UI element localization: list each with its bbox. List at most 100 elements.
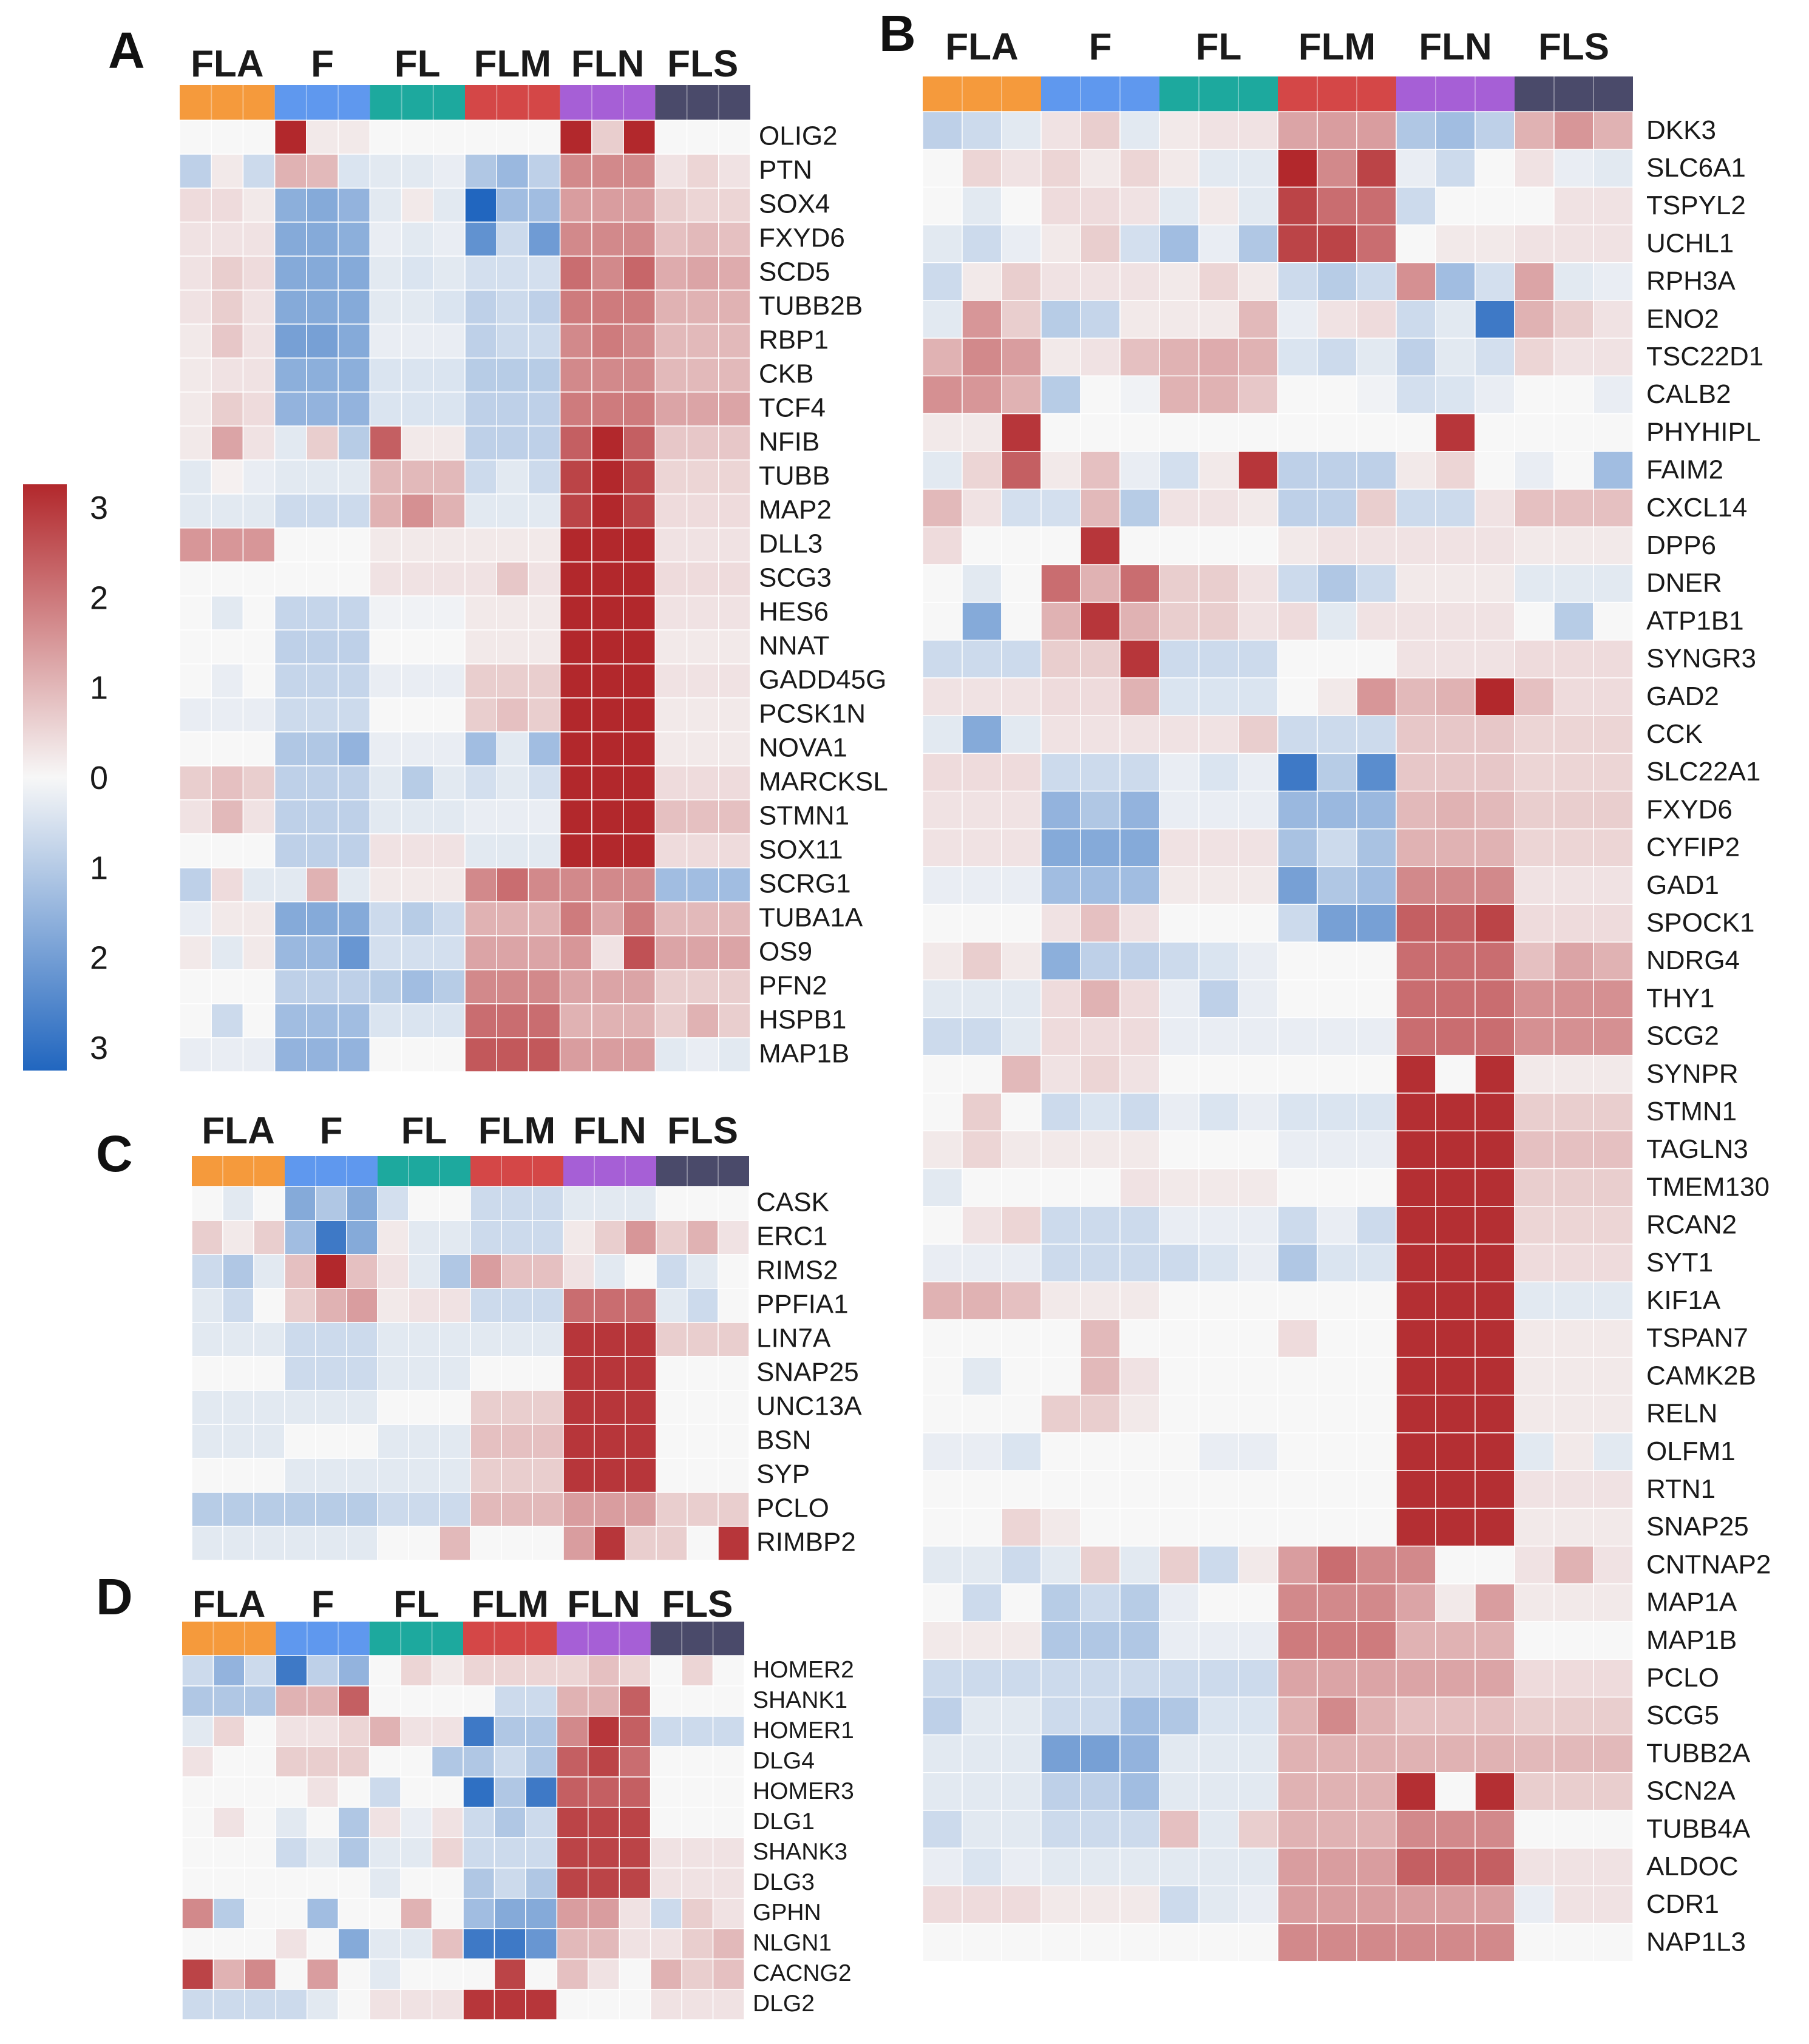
heatmap-cell-B-TSPAN7-14	[1435, 1319, 1476, 1358]
heatmap-cell-A-SOX4-3	[242, 188, 276, 223]
heatmap-cell-B-GAD1-18	[1593, 866, 1634, 905]
heatmap-cell-B-RTN1-16	[1514, 1470, 1555, 1509]
heatmap-cell-D-NLGN1-1	[182, 1928, 214, 1960]
heatmap-cell-B-CCK-15	[1475, 715, 1515, 754]
heatmap-cell-A-TUBB2B-9	[433, 289, 466, 325]
heatmap-cell-D-HOMER3-14	[588, 1776, 620, 1808]
heatmap-cell-B-MAP1A-14	[1435, 1583, 1476, 1622]
heatmap-cell-B-SCG5-18	[1593, 1696, 1634, 1736]
heatmap-cell-A-TUBB-7	[369, 459, 402, 495]
heatmap-cell-D-HOMER3-4	[275, 1776, 308, 1808]
heatmap-cell-B-TMEM130-15	[1475, 1168, 1515, 1207]
heatmap-cell-D-CACNG2-12	[525, 1958, 558, 1990]
heatmap-cell-D-SHANK1-8	[400, 1685, 433, 1717]
group-label-A-FLS: FLS	[667, 43, 738, 85]
heatmap-cell-B-STMN1-7	[1159, 1092, 1200, 1132]
heatmap-cell-B-CCK-8	[1198, 715, 1239, 754]
heatmap-cell-B-KIF1A-15	[1475, 1281, 1515, 1321]
heatmap-cell-B-ATP1B1-10	[1277, 601, 1318, 641]
heatmap-cell-B-CYFIP2-3	[1001, 828, 1042, 867]
heatmap-cell-B-FXYD6-11	[1317, 790, 1357, 830]
heatmap-cell-A-TCF4-14	[591, 391, 624, 427]
heatmap-cell-A-TUBB2B-11	[496, 289, 529, 325]
heatmap-cell-B-SCN2A-3	[1001, 1772, 1042, 1811]
heatmap-cell-B-SPOCK1-11	[1317, 904, 1357, 943]
heatmap-cell-B-SYT1-9	[1238, 1244, 1278, 1282]
heatmap-cell-B-CCK-12	[1356, 715, 1397, 754]
heatmap-cell-A-SCRG1-10	[464, 867, 497, 902]
heatmap-cell-A-SCG3-2	[211, 561, 244, 597]
heatmap-cell-A-TUBA1A-7	[369, 901, 402, 936]
heatmap-cell-D-SHANK3-10	[463, 1837, 495, 1869]
heatmap-cell-B-SNAP25-1	[922, 1508, 963, 1547]
heatmap-cell-D-SHANK3-4	[275, 1837, 308, 1869]
heatmap-cell-A-RBP1-11	[496, 323, 529, 359]
group-label-D-FLA: FLA	[192, 1583, 266, 1625]
heatmap-cell-B-PCLO-14	[1435, 1659, 1476, 1698]
heatmap-cell-A-SCRG1-9	[433, 867, 466, 902]
heatmap-cell-B-SLC6A1-11	[1317, 149, 1357, 188]
gene-label-B-RCAN2: RCAN2	[1646, 1210, 1737, 1240]
heatmap-cell-D-HOMER1-5	[307, 1716, 339, 1747]
heatmap-cell-D-SHANK3-1	[182, 1837, 214, 1869]
gene-label-D-NLGN1: NLGN1	[753, 1930, 832, 1956]
heatmap-cell-B-UCHL1-10	[1277, 224, 1318, 263]
group-bar-A-FLN	[560, 85, 656, 120]
heatmap-cell-B-GAD2-3	[1001, 677, 1042, 716]
heatmap-cell-C-SNAP25-13	[563, 1356, 595, 1391]
heatmap-cell-B-TSPYL2-7	[1159, 186, 1200, 226]
heatmap-cell-B-DNER-7	[1159, 564, 1200, 603]
heatmap-cell-B-RPH3A-1	[922, 262, 963, 301]
heatmap-cell-D-DLG1-17	[681, 1807, 714, 1838]
heatmap-cell-B-FXYD6-4	[1040, 790, 1081, 830]
heatmap-cell-C-UNC13A-5	[315, 1390, 347, 1425]
heatmap-cell-C-BSN-16	[656, 1424, 688, 1459]
heatmap-cell-B-NDRG4-8	[1198, 941, 1239, 981]
heatmap-cell-A-TUBB2B-7	[369, 289, 402, 325]
heatmap-cell-B-RPH3A-11	[1317, 262, 1357, 301]
heatmap-cell-B-PHYHIPL-8	[1198, 413, 1239, 452]
heatmap-cell-A-NOVA1-8	[401, 731, 434, 766]
heatmap-cell-D-CACNG2-6	[338, 1958, 370, 1990]
heatmap-cell-B-RTN1-4	[1040, 1470, 1081, 1509]
heatmap-cell-C-RIMS2-4	[284, 1254, 316, 1289]
heatmap-cell-C-LIN7A-2	[222, 1322, 254, 1357]
heatmap-cell-C-RIMS2-8	[408, 1254, 440, 1289]
heatmap-cell-B-TSC22D1-8	[1198, 337, 1239, 377]
gene-label-B-PHYHIPL: PHYHIPL	[1646, 417, 1760, 447]
heatmap-cell-B-SLC6A1-16	[1514, 149, 1555, 188]
heatmap-cell-D-SHANK1-15	[619, 1685, 651, 1717]
heatmap-cell-A-NNAT-7	[369, 629, 402, 665]
heatmap-cell-B-SPOCK1-14	[1435, 904, 1476, 943]
heatmap-cell-A-GADD45G-17	[686, 663, 719, 699]
heatmap-cell-A-NOVA1-15	[623, 731, 656, 766]
heatmap-cell-C-UNC13A-1	[191, 1390, 223, 1425]
heatmap-cell-D-DLG3-12	[525, 1867, 558, 1899]
heatmap-cell-D-DLG4-13	[556, 1746, 589, 1778]
heatmap-cell-B-SLC6A1-9	[1238, 149, 1278, 188]
gene-label-B-SLC22A1: SLC22A1	[1646, 757, 1760, 787]
heatmap-cell-B-RELN-17	[1553, 1395, 1594, 1433]
heatmap-cell-B-OLFM1-8	[1198, 1432, 1239, 1471]
heatmap-cell-D-DLG3-3	[244, 1867, 277, 1899]
heatmap-cell-D-DLG1-15	[619, 1807, 651, 1838]
group-bar-A-FLS	[655, 85, 750, 120]
heatmap-cell-B-SCG5-9	[1238, 1696, 1278, 1736]
heatmap-cell-B-KIF1A-3	[1001, 1281, 1042, 1321]
heatmap-cell-B-TAGLN3-8	[1198, 1130, 1239, 1169]
heatmap-cell-B-OLFM1-18	[1593, 1432, 1634, 1471]
heatmap-cell-B-CALB2-10	[1277, 375, 1318, 415]
heatmap-cell-B-ALDOC-17	[1553, 1847, 1594, 1887]
heatmap-cell-A-TCF4-2	[211, 391, 244, 427]
heatmap-cell-C-BSN-3	[253, 1424, 285, 1459]
heatmap-cell-B-CDR1-17	[1553, 1885, 1594, 1924]
heatmap-cell-B-THY1-7	[1159, 979, 1200, 1018]
heatmap-cell-A-SCRG1-3	[242, 867, 276, 902]
heatmap-cell-D-HOMER2-10	[463, 1655, 495, 1687]
heatmap-cell-A-MARCKSL-14	[591, 765, 624, 800]
heatmap-cell-C-PCLO-6	[346, 1492, 378, 1527]
heatmap-cell-B-SYNPR-4	[1040, 1055, 1081, 1094]
heatmap-cell-A-OLIG2-4	[274, 120, 307, 155]
heatmap-cell-B-SNAP25-10	[1277, 1508, 1318, 1547]
heatmap-cell-C-RIMBP2-13	[563, 1526, 595, 1561]
